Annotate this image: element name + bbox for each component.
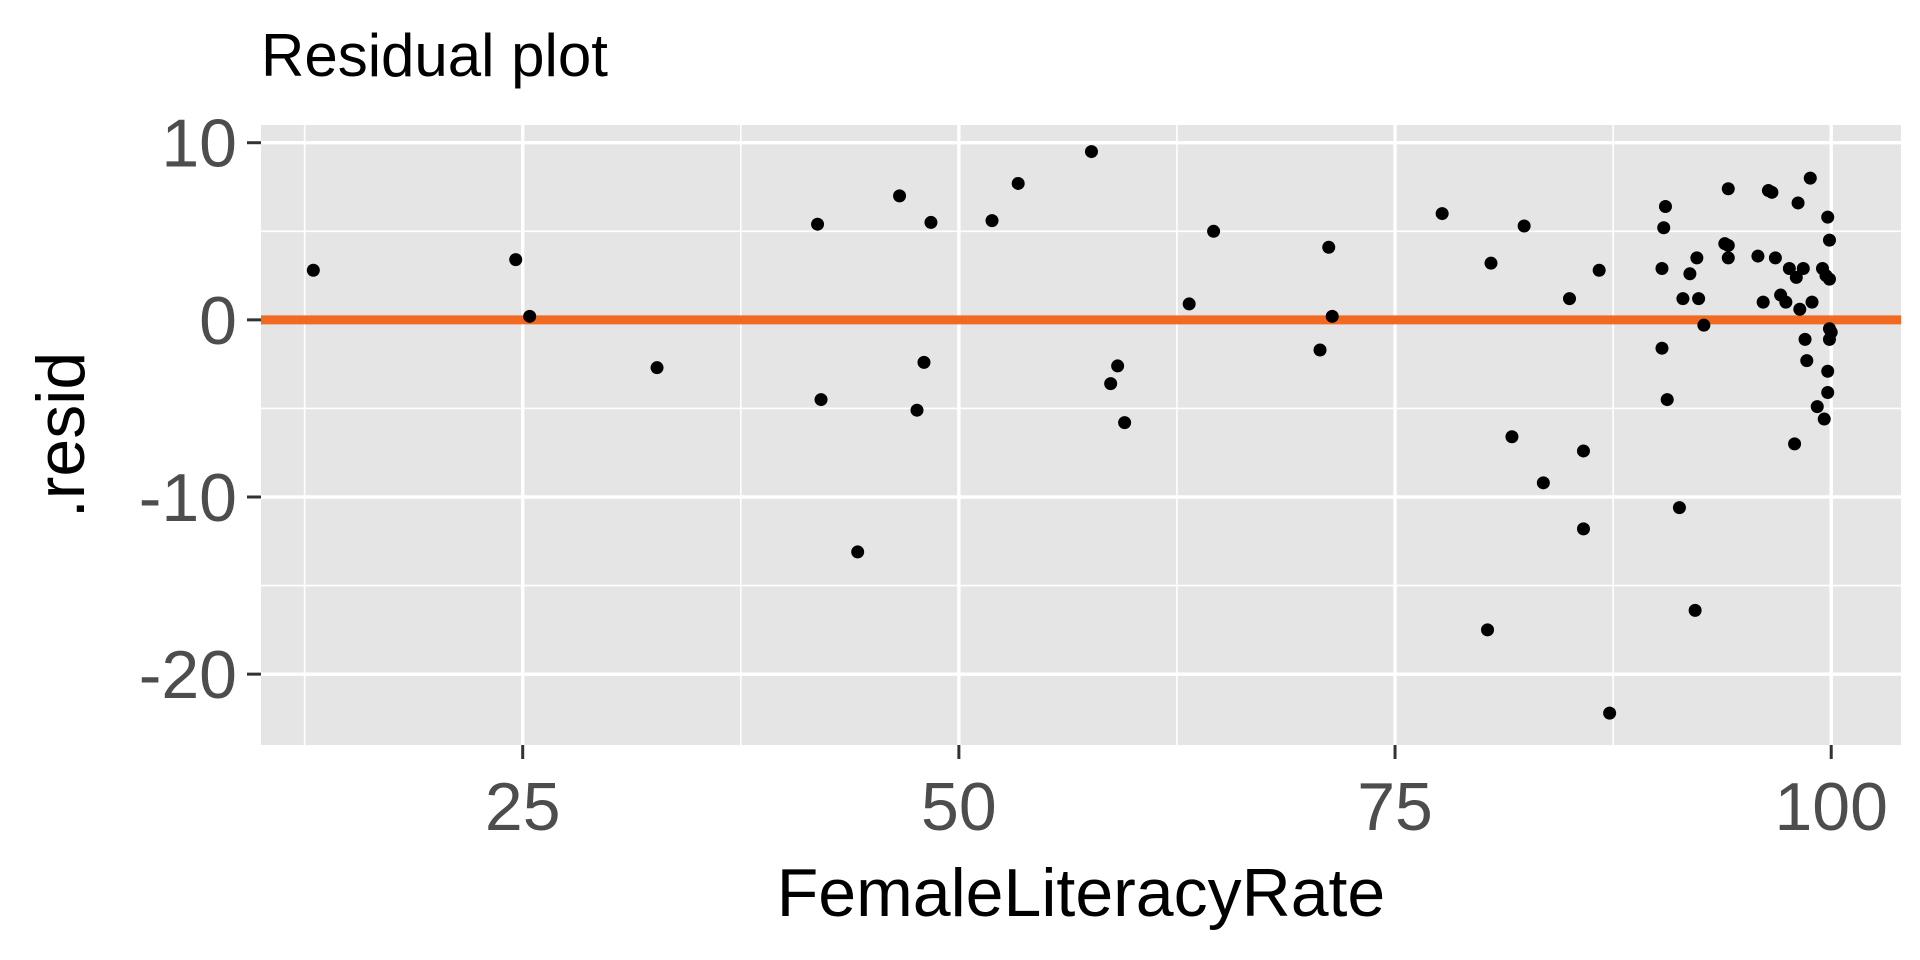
data-point — [1536, 476, 1550, 490]
data-point — [1657, 221, 1671, 235]
data-point — [1805, 295, 1819, 309]
data-point — [1721, 251, 1735, 265]
data-point — [1821, 210, 1835, 224]
data-point — [1011, 176, 1025, 190]
plot-panel — [261, 125, 1901, 745]
data-point — [1322, 240, 1336, 254]
data-point — [1756, 295, 1770, 309]
data-point — [1505, 430, 1519, 444]
data-point — [1796, 261, 1810, 275]
data-point — [1692, 292, 1706, 306]
data-point — [814, 393, 828, 407]
data-point — [1824, 325, 1838, 339]
data-point — [893, 189, 907, 203]
data-point — [1676, 292, 1690, 306]
y-axis-title: .resid — [23, 352, 99, 518]
data-point — [1779, 295, 1793, 309]
y-tick-label: -10 — [139, 460, 237, 536]
y-tick-label: 10 — [161, 106, 237, 182]
data-point — [1791, 196, 1805, 210]
data-point — [1481, 623, 1495, 637]
data-point — [1821, 364, 1835, 378]
data-point — [1800, 354, 1814, 368]
data-point — [650, 361, 664, 375]
data-point — [1690, 251, 1704, 265]
data-point — [1721, 182, 1735, 196]
y-axis: 10 0 -10 -20 — [139, 106, 261, 713]
data-point — [924, 215, 938, 229]
data-point — [1788, 437, 1802, 451]
x-tick-label: 25 — [485, 769, 561, 845]
data-point — [1789, 270, 1803, 284]
data-point — [1655, 341, 1669, 355]
data-point — [811, 217, 825, 231]
data-point — [306, 263, 320, 277]
data-point — [1592, 263, 1606, 277]
data-point — [1655, 261, 1669, 275]
data-point — [1111, 359, 1125, 373]
data-point — [1207, 224, 1221, 238]
x-axis: 25 50 75 100 — [485, 745, 1888, 845]
data-point — [1810, 400, 1824, 414]
data-point — [1672, 501, 1686, 515]
data-point — [1822, 272, 1836, 286]
data-point — [985, 214, 999, 228]
x-axis-title: FemaleLiteracyRate — [777, 855, 1385, 931]
data-point — [1721, 238, 1735, 252]
data-point — [1688, 603, 1702, 617]
data-point — [1313, 343, 1327, 357]
data-point — [1798, 332, 1812, 346]
data-point — [1517, 219, 1531, 233]
data-point — [509, 253, 523, 267]
x-tick-label: 75 — [1357, 769, 1433, 845]
data-point — [851, 545, 865, 559]
data-point — [1104, 377, 1118, 391]
data-point — [1793, 302, 1807, 316]
data-point — [1084, 145, 1098, 159]
data-point — [1563, 292, 1577, 306]
data-point — [1658, 199, 1672, 213]
data-point — [1817, 412, 1831, 426]
y-tick-label: 0 — [199, 283, 237, 359]
data-point — [1822, 233, 1836, 247]
data-point — [1751, 249, 1765, 263]
data-point — [1435, 207, 1449, 221]
data-point — [1683, 267, 1697, 281]
chart-title: Residual plot — [261, 22, 608, 89]
data-point — [1182, 297, 1196, 311]
minor-gridlines — [261, 125, 1901, 745]
data-point — [1697, 318, 1711, 332]
x-tick-label: 50 — [921, 769, 997, 845]
y-tick-label: -20 — [139, 637, 237, 713]
data-point — [1484, 256, 1498, 270]
data-point — [910, 403, 924, 417]
data-point — [1576, 522, 1590, 536]
data-point — [1765, 185, 1779, 199]
data-point — [1325, 309, 1339, 323]
data-point — [1803, 171, 1817, 185]
data-point — [1821, 385, 1835, 399]
data-point — [1576, 444, 1590, 458]
data-point — [1768, 251, 1782, 265]
data-point — [523, 309, 537, 323]
data-point — [1118, 416, 1132, 430]
x-tick-label: 100 — [1774, 769, 1887, 845]
data-point — [917, 355, 931, 369]
data-point — [1782, 261, 1796, 275]
residual-points — [306, 145, 1838, 720]
data-point — [1660, 393, 1674, 407]
data-point — [1603, 706, 1617, 720]
